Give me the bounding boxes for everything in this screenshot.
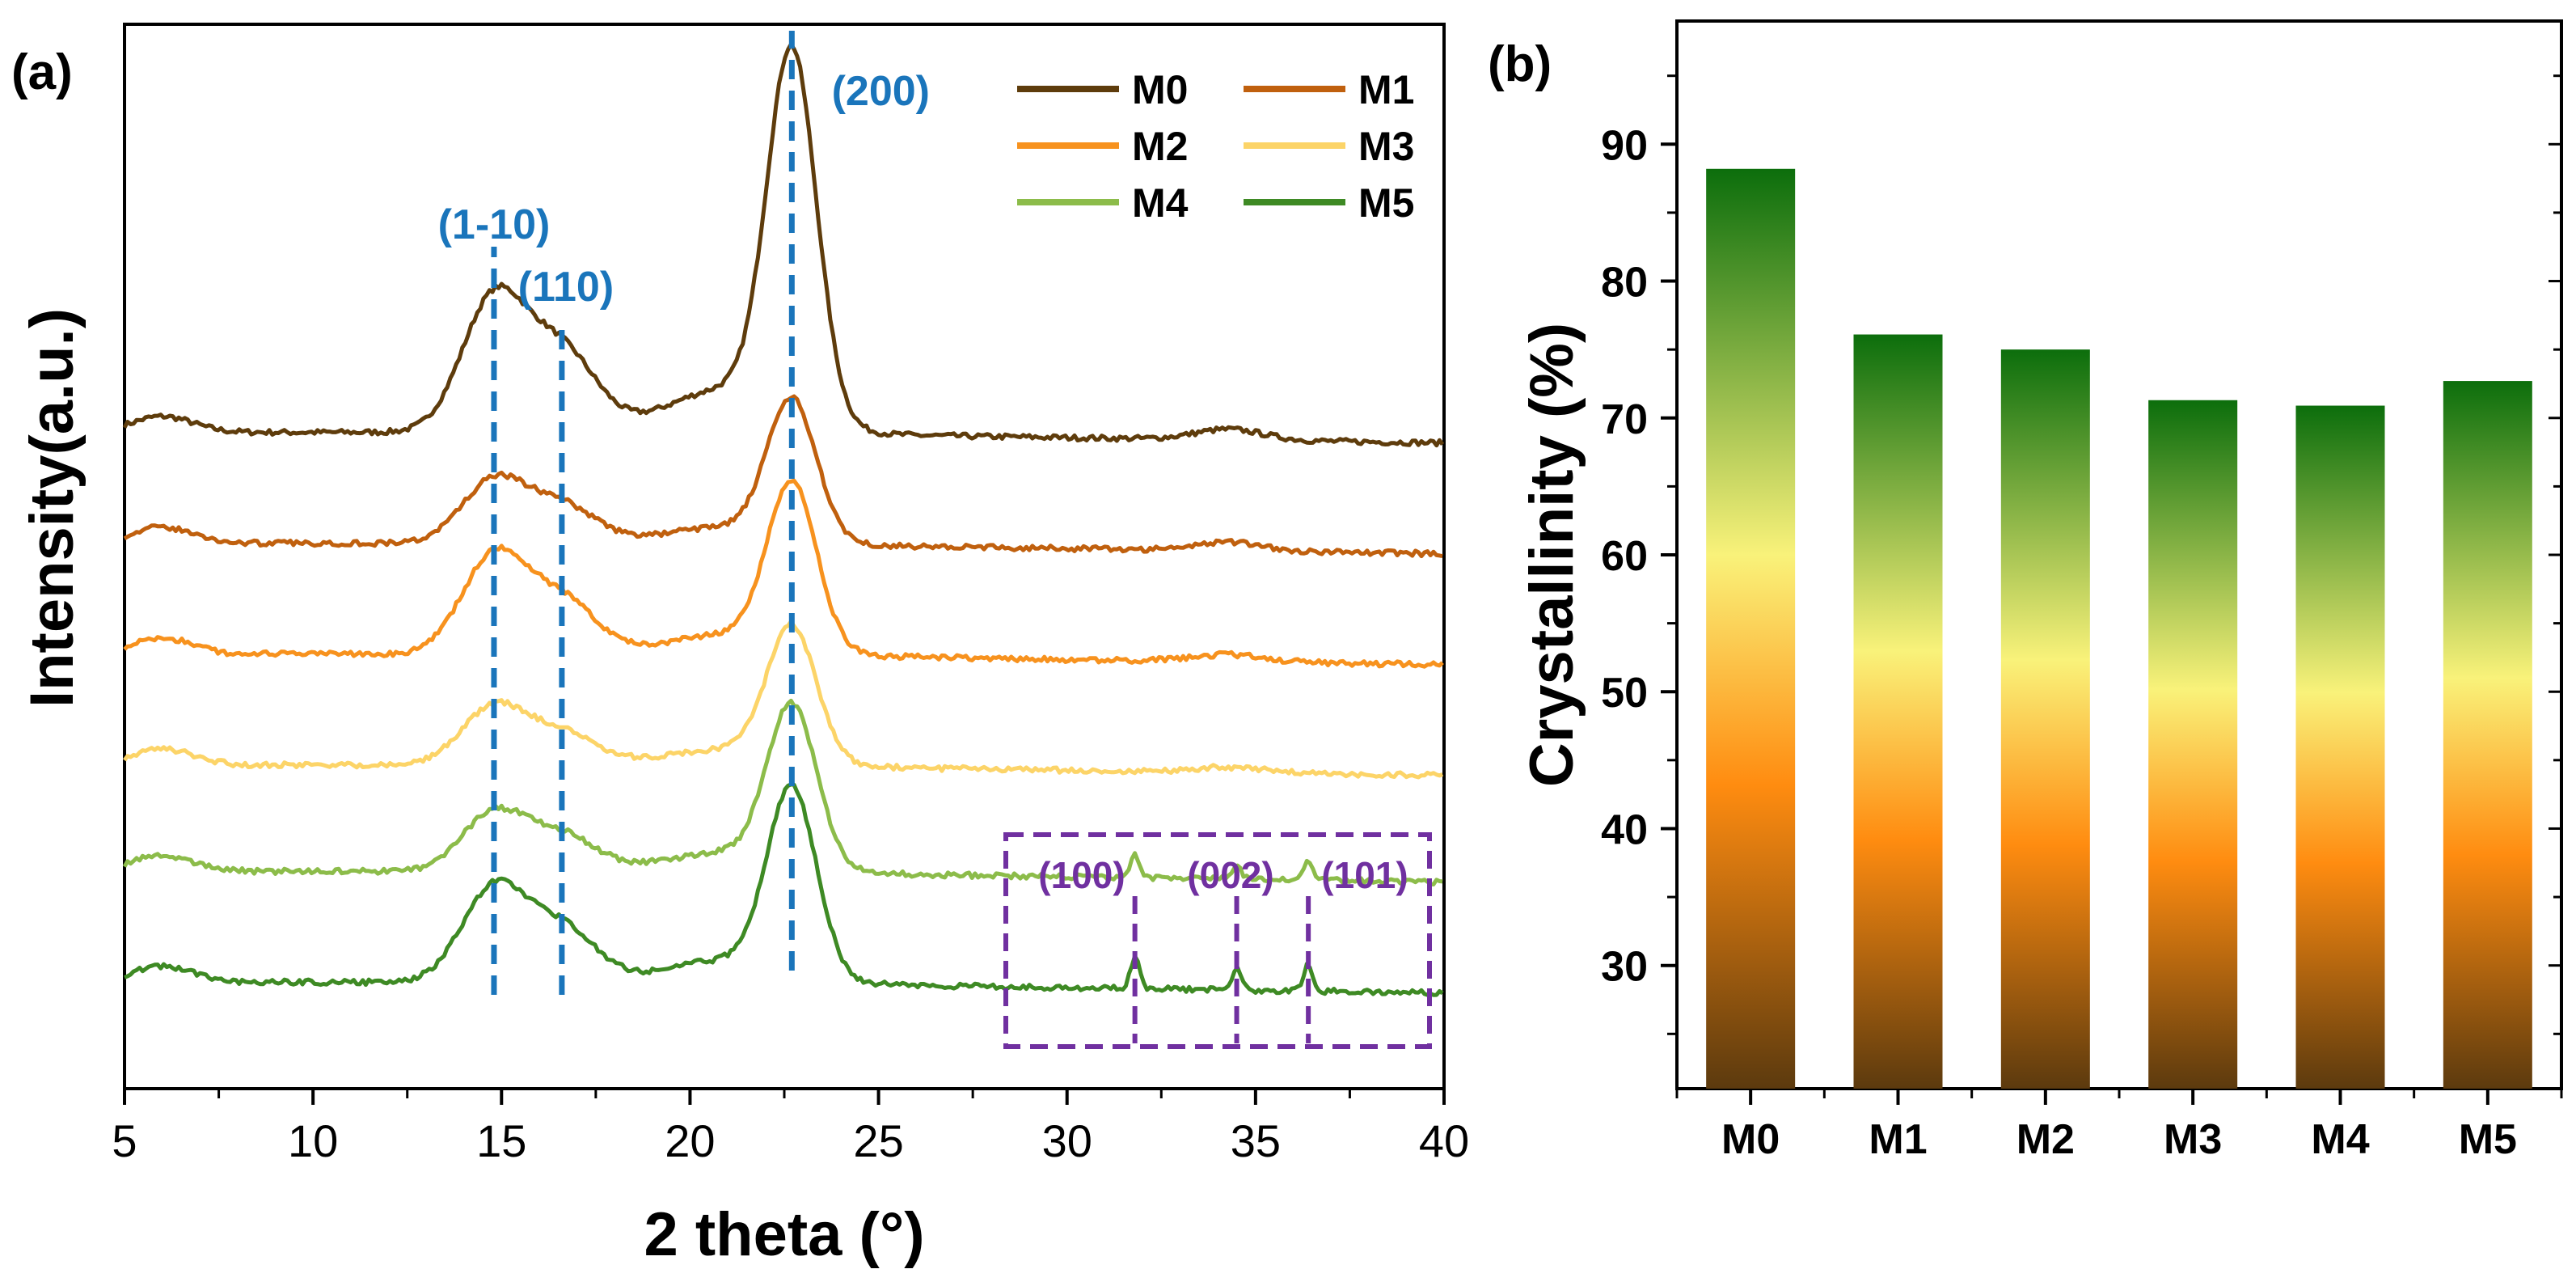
panel-b-x-tick-labels: M0 M1 M2 M3 M4 M5	[1675, 1089, 2563, 1163]
x-tick-label: M4	[2311, 1116, 2369, 1163]
y-tick-label: 50	[1601, 670, 1648, 717]
panel-a-label: (a)	[11, 44, 73, 100]
bar-m4	[2295, 405, 2385, 1089]
legend-label: M5	[1358, 180, 1414, 226]
panel-b-bars	[1706, 168, 2532, 1089]
inset-label: (101)	[1321, 854, 1408, 896]
inset-label: (100)	[1038, 854, 1125, 896]
panel-a-plane-lines: (1-10) (110) (200)	[438, 31, 930, 995]
bar-m1	[1853, 334, 1943, 1089]
x-tick-label: 10	[288, 1115, 338, 1166]
legend-label: M0	[1132, 67, 1188, 112]
panel-a-plot-frame	[123, 23, 1446, 1090]
inset-label: (002)	[1187, 854, 1273, 896]
x-tick-label: 5	[112, 1115, 137, 1166]
x-tick-label: 20	[665, 1115, 715, 1166]
legend-label: M1	[1358, 67, 1414, 112]
panel-a-x-tick-labels: 5 10 15 20 25 30 35 40	[112, 1115, 1469, 1166]
panel-a-x-ticks	[123, 1089, 1446, 1105]
y-tick-label: 30	[1601, 944, 1648, 991]
x-tick-label: 30	[1042, 1115, 1092, 1166]
legend-label: M4	[1132, 180, 1189, 226]
panel-b-y-axis-label: Crystallinity (%)	[1518, 323, 1586, 787]
bar-m5	[2443, 381, 2532, 1089]
x-tick-label: 40	[1419, 1115, 1469, 1166]
panel-a-inset: (100) (002) (101)	[1003, 832, 1432, 1049]
x-tick-label: 15	[476, 1115, 526, 1166]
x-tick-label: M0	[1721, 1116, 1780, 1163]
y-tick-label: 60	[1601, 533, 1648, 580]
panel-b-plot-frame	[1675, 19, 2563, 1090]
panel-a-legend: M0 M1 M2 M3 M4 M5	[1017, 67, 1414, 226]
panel-b-label: (b)	[1488, 36, 1552, 92]
x-tick-label: 35	[1231, 1115, 1281, 1166]
panel-a-y-axis-label: Intensity(a.u.)	[18, 308, 87, 708]
x-tick-label: M2	[2016, 1116, 2075, 1163]
panel-b-y-ticks: 30 40 50 60 70 80 90	[1601, 74, 2561, 1035]
x-tick-label: 25	[853, 1115, 903, 1166]
x-tick-label: M5	[2459, 1116, 2517, 1163]
y-tick-label: 90	[1601, 122, 1648, 169]
y-tick-label: 40	[1601, 806, 1648, 853]
x-tick-label: M3	[2164, 1116, 2222, 1163]
bar-m0	[1706, 168, 1796, 1089]
y-tick-label: 70	[1601, 396, 1648, 443]
panel-a: (a) 5 10 15 20 25 30 35 40 2 theta (°) Intensit…	[11, 23, 1469, 1269]
series-line-m2	[123, 478, 1444, 669]
y-tick-label: 80	[1601, 260, 1648, 307]
panel-a-series-group	[122, 42, 1445, 997]
series-line-m5	[124, 782, 1444, 997]
inset-box	[1003, 832, 1432, 1049]
plane-label: (110)	[518, 264, 614, 311]
series-line-m4	[122, 698, 1443, 886]
series-line-m0	[122, 42, 1445, 448]
series-line-m1	[123, 394, 1443, 559]
x-tick-label: M1	[1869, 1116, 1927, 1163]
legend-label: M2	[1132, 124, 1188, 169]
panel-b: (b) 30 40 50 60 70 80 90 M0 M1 M2 M3 M4 M5 Crystall…	[1488, 19, 2563, 1163]
series-line-m3	[122, 619, 1444, 780]
bar-m2	[2000, 349, 2090, 1089]
plane-label: (200)	[832, 68, 930, 115]
panel-a-x-axis-label: 2 theta (°)	[644, 1200, 924, 1269]
plane-label: (1-10)	[438, 201, 551, 248]
bar-m3	[2148, 400, 2238, 1089]
legend-label: M3	[1358, 124, 1414, 169]
